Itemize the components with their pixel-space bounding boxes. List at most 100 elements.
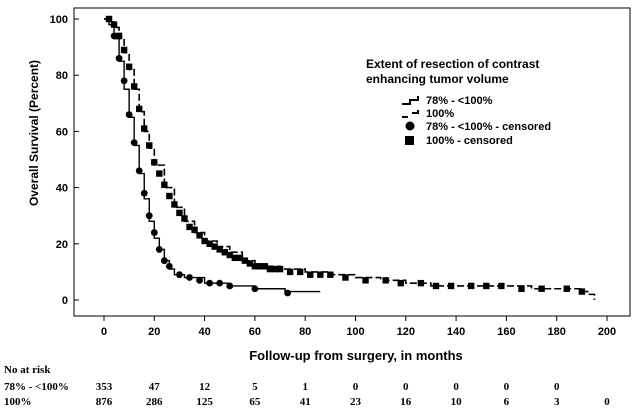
risk-table: No at risk 78% - <100% 100% 353 47 12 5 1 0 0 0… bbox=[4, 364, 610, 408]
censored-square-marker bbox=[327, 271, 334, 278]
censored-square-marker bbox=[266, 265, 274, 273]
censored-circle-marker bbox=[140, 189, 148, 197]
legend-dashed-line-icon bbox=[402, 110, 419, 118]
censored-square-marker bbox=[115, 32, 123, 40]
censored-circle-marker bbox=[125, 111, 133, 118]
censored-square-marker bbox=[241, 257, 249, 264]
censored-square-marker bbox=[105, 15, 113, 23]
censored-circle-marker bbox=[160, 257, 168, 265]
censored-square-marker bbox=[136, 105, 143, 113]
censored-square-marker bbox=[156, 170, 163, 177]
plot-area bbox=[73, 7, 631, 317]
censored-square-marker bbox=[307, 271, 314, 278]
censored-circle-marker bbox=[155, 246, 163, 253]
censored-square-marker bbox=[221, 249, 228, 256]
legend-circle-marker-icon bbox=[405, 121, 415, 131]
y-axis-label: Overall Survival (Percent) bbox=[27, 60, 41, 206]
risk-row-label-2: 100% bbox=[4, 396, 32, 408]
legend-title-line2: enhancing tumor volume bbox=[366, 72, 509, 86]
censored-circle-marker bbox=[284, 289, 291, 297]
legend-title-line1: Extent of resection of contrast bbox=[366, 57, 539, 71]
censored-square-marker bbox=[317, 271, 324, 278]
risk-value: 6 bbox=[504, 396, 510, 408]
censored-square-marker bbox=[483, 282, 490, 290]
censored-square-marker bbox=[191, 226, 198, 233]
censored-circle-marker bbox=[130, 139, 138, 147]
risk-value: 16 bbox=[400, 396, 412, 408]
censored-square-marker bbox=[125, 63, 133, 70]
censored-circle-marker bbox=[150, 229, 158, 236]
censored-square-marker bbox=[196, 232, 203, 239]
x-tick-label: 140 bbox=[447, 326, 465, 338]
risk-value: 0 bbox=[604, 396, 610, 408]
risk-value: 12 bbox=[199, 381, 211, 393]
censored-square-marker bbox=[432, 282, 440, 290]
y-tick-label: 40 bbox=[56, 183, 68, 195]
censored-square-marker bbox=[186, 223, 193, 231]
x-axis-label: Follow-up from surgery, in months bbox=[249, 348, 463, 363]
censored-square-marker bbox=[201, 237, 208, 245]
censored-square-marker bbox=[397, 279, 404, 287]
censored-square-marker bbox=[296, 268, 304, 276]
y-tick-label: 100 bbox=[50, 14, 68, 26]
censored-circle-marker bbox=[226, 282, 234, 290]
y-tick-label: 20 bbox=[56, 239, 68, 251]
legend-item-2: 100% bbox=[426, 108, 454, 120]
x-tick-label: 40 bbox=[198, 326, 210, 338]
censored-circle-marker bbox=[120, 77, 128, 85]
risk-row-label-1: 78% - <100% bbox=[4, 381, 69, 393]
censored-square-marker bbox=[171, 201, 178, 208]
x-tick-label: 120 bbox=[397, 326, 415, 338]
risk-value: 10 bbox=[451, 396, 463, 408]
legend: Extent of resection of contrast enhancin… bbox=[366, 57, 551, 147]
censored-square-marker bbox=[181, 215, 188, 222]
survival-curves bbox=[104, 15, 596, 300]
x-tick-label: 80 bbox=[299, 326, 311, 338]
censored-square-marker bbox=[130, 83, 138, 90]
risk-value: 0 bbox=[554, 381, 560, 393]
censored-square-marker bbox=[231, 254, 238, 262]
censored-square-marker bbox=[110, 21, 118, 28]
censored-circle-marker bbox=[110, 32, 118, 40]
y-tick-label: 80 bbox=[56, 70, 68, 82]
risk-value: 41 bbox=[300, 396, 311, 408]
risk-value: 65 bbox=[249, 396, 261, 408]
censored-square-marker bbox=[176, 209, 183, 217]
censored-square-marker bbox=[518, 285, 525, 292]
risk-value: 353 bbox=[96, 381, 113, 393]
censored-square-marker bbox=[563, 285, 570, 292]
x-tick-label: 200 bbox=[598, 326, 616, 338]
x-tick-label: 100 bbox=[346, 326, 364, 338]
censored-square-marker bbox=[146, 142, 153, 149]
legend-item-1: 78% - <100% bbox=[426, 95, 493, 107]
x-tick-label: 160 bbox=[497, 326, 515, 338]
censored-circle-marker bbox=[165, 262, 173, 270]
legend-item-3: 78% - <100% - censored bbox=[426, 121, 551, 133]
risk-value: 0 bbox=[504, 381, 510, 393]
censored-square-marker bbox=[246, 260, 254, 267]
legend-item-4: 100% - censored bbox=[426, 135, 513, 147]
censored-square-marker bbox=[236, 254, 244, 262]
censored-square-marker bbox=[467, 282, 475, 290]
x-tick-label: 20 bbox=[148, 326, 160, 338]
censored-square-marker bbox=[211, 243, 218, 250]
risk-value: 1 bbox=[302, 381, 308, 393]
censored-square-marker bbox=[141, 125, 148, 132]
censored-square-marker bbox=[382, 277, 389, 284]
y-tick-label: 60 bbox=[56, 126, 68, 138]
censored-circle-marker bbox=[135, 167, 143, 175]
censored-circle-marker bbox=[176, 271, 183, 279]
censored-circle-marker bbox=[216, 279, 224, 287]
risk-value: 47 bbox=[149, 381, 161, 393]
censored-square-marker bbox=[498, 282, 505, 290]
risk-value: 0 bbox=[403, 381, 409, 393]
censored-square-marker bbox=[538, 285, 545, 292]
series-line-1 bbox=[104, 18, 321, 293]
censored-circle-marker bbox=[196, 276, 203, 284]
x-ticks: 0 20 40 60 80 100 120 140 160 180 200 bbox=[101, 316, 616, 338]
risk-table-header: No at risk bbox=[4, 364, 51, 376]
censored-square-marker bbox=[276, 265, 284, 273]
censored-circle-marker bbox=[186, 274, 193, 281]
